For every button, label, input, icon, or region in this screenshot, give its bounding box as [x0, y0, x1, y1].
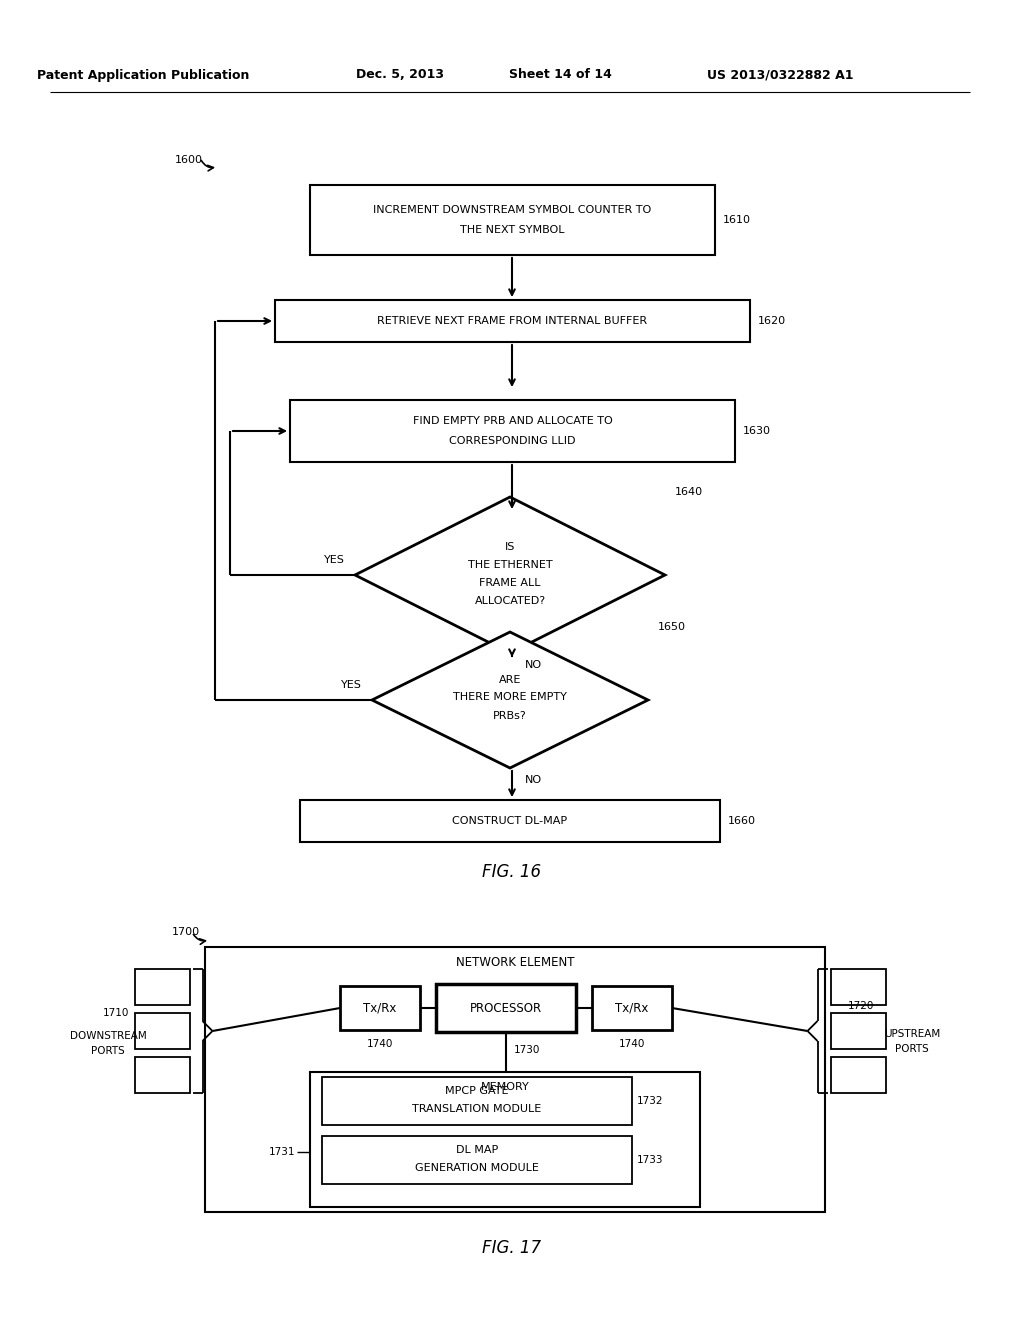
- Text: Patent Application Publication: Patent Application Publication: [37, 69, 249, 82]
- Text: PRBs?: PRBs?: [494, 711, 527, 721]
- Text: YES: YES: [325, 554, 345, 565]
- Polygon shape: [355, 498, 665, 653]
- Text: 1610: 1610: [723, 215, 751, 224]
- Text: 1710: 1710: [103, 1008, 129, 1018]
- Text: 1740: 1740: [367, 1039, 393, 1049]
- Bar: [290, 400, 735, 462]
- Text: PORTS: PORTS: [91, 1045, 125, 1056]
- Text: NO: NO: [525, 775, 542, 785]
- Text: CORRESPONDING LLID: CORRESPONDING LLID: [450, 436, 575, 446]
- Bar: [310, 1072, 700, 1206]
- Text: 1630: 1630: [743, 426, 771, 436]
- Text: FIG. 17: FIG. 17: [482, 1239, 542, 1257]
- Text: GENERATION MODULE: GENERATION MODULE: [415, 1163, 539, 1173]
- Text: Sheet 14 of 14: Sheet 14 of 14: [509, 69, 611, 82]
- Bar: [436, 983, 575, 1032]
- Text: INCREMENT DOWNSTREAM SYMBOL COUNTER TO: INCREMENT DOWNSTREAM SYMBOL COUNTER TO: [374, 205, 651, 215]
- Text: MEMORY: MEMORY: [480, 1082, 529, 1092]
- Text: NETWORK ELEMENT: NETWORK ELEMENT: [456, 956, 574, 969]
- Text: 1640: 1640: [675, 487, 703, 498]
- Text: 1733: 1733: [637, 1155, 664, 1166]
- Polygon shape: [372, 632, 648, 768]
- Text: TRANSLATION MODULE: TRANSLATION MODULE: [413, 1104, 542, 1114]
- Text: FRAME ALL: FRAME ALL: [479, 578, 541, 587]
- Text: Dec. 5, 2013: Dec. 5, 2013: [356, 69, 444, 82]
- Text: MPCP GATE: MPCP GATE: [445, 1086, 509, 1096]
- Text: THE ETHERNET: THE ETHERNET: [468, 560, 552, 570]
- Text: THERE MORE EMPTY: THERE MORE EMPTY: [453, 692, 567, 702]
- Text: UPSTREAM: UPSTREAM: [884, 1030, 940, 1039]
- Text: Tx/Rx: Tx/Rx: [364, 1002, 396, 1015]
- Bar: [310, 185, 715, 255]
- Bar: [275, 300, 750, 342]
- Bar: [205, 946, 825, 1212]
- Text: 1731: 1731: [268, 1147, 295, 1158]
- Bar: [322, 1137, 632, 1184]
- Bar: [340, 986, 420, 1030]
- Text: DOWNSTREAM: DOWNSTREAM: [70, 1031, 146, 1041]
- Text: 1740: 1740: [618, 1039, 645, 1049]
- Text: 1732: 1732: [637, 1096, 664, 1106]
- Text: DL MAP: DL MAP: [456, 1144, 498, 1155]
- Bar: [300, 800, 720, 842]
- Text: ALLOCATED?: ALLOCATED?: [474, 597, 546, 606]
- Text: 1600: 1600: [175, 154, 203, 165]
- Text: PROCESSOR: PROCESSOR: [470, 1002, 542, 1015]
- Bar: [830, 969, 886, 1005]
- Text: Tx/Rx: Tx/Rx: [615, 1002, 648, 1015]
- Text: NO: NO: [525, 660, 542, 671]
- Bar: [830, 1057, 886, 1093]
- Text: 1720: 1720: [848, 1001, 873, 1011]
- Text: ARE: ARE: [499, 675, 521, 685]
- Bar: [134, 1057, 189, 1093]
- Text: FIG. 16: FIG. 16: [482, 863, 542, 880]
- Bar: [830, 1012, 886, 1049]
- Text: RETRIEVE NEXT FRAME FROM INTERNAL BUFFER: RETRIEVE NEXT FRAME FROM INTERNAL BUFFER: [378, 315, 647, 326]
- Bar: [322, 1077, 632, 1125]
- Text: 1620: 1620: [758, 315, 786, 326]
- Text: FIND EMPTY PRB AND ALLOCATE TO: FIND EMPTY PRB AND ALLOCATE TO: [413, 416, 612, 426]
- Bar: [134, 969, 189, 1005]
- Text: IS: IS: [505, 543, 515, 552]
- Text: 1650: 1650: [658, 622, 686, 632]
- Text: US 2013/0322882 A1: US 2013/0322882 A1: [707, 69, 853, 82]
- Bar: [592, 986, 672, 1030]
- Text: CONSTRUCT DL-MAP: CONSTRUCT DL-MAP: [453, 816, 567, 826]
- Text: 1700: 1700: [172, 927, 200, 937]
- Text: YES: YES: [341, 680, 362, 690]
- Text: 1660: 1660: [728, 816, 756, 826]
- Text: PORTS: PORTS: [895, 1044, 929, 1053]
- Text: THE NEXT SYMBOL: THE NEXT SYMBOL: [460, 224, 565, 235]
- Text: 1730: 1730: [514, 1045, 541, 1055]
- Bar: [134, 1012, 189, 1049]
